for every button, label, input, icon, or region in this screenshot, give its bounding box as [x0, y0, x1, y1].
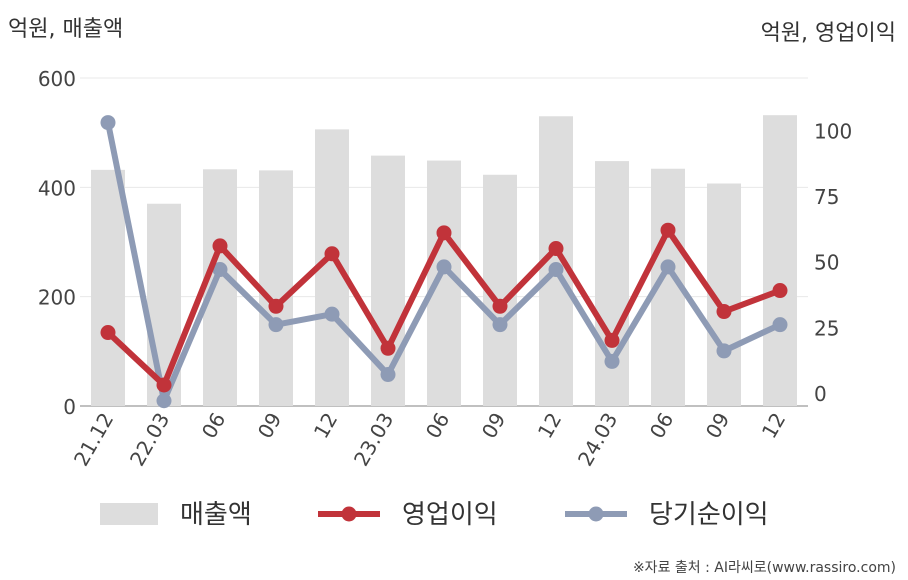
x-tick-label: 09: [477, 409, 511, 443]
net-income-point: [716, 343, 732, 359]
line-series: [100, 115, 788, 409]
right-tick-label: 75: [814, 185, 839, 209]
x-tick-label: 23.03: [349, 409, 398, 471]
x-tick-label: 21.12: [69, 409, 118, 471]
left-tick-labels: 0 200 400 600: [38, 67, 76, 419]
operating-profit-point: [268, 298, 284, 314]
legend-marker-operating-profit: [341, 506, 357, 522]
left-tick-label: 600: [38, 67, 76, 91]
x-tick-label: 06: [421, 409, 455, 443]
x-tick-label: 06: [197, 409, 231, 443]
right-tick-label: 100: [814, 119, 852, 143]
net-income-point: [492, 317, 508, 333]
right-axis-title: 억원, 영업이익: [761, 21, 896, 46]
bar-series: [91, 115, 797, 407]
legend-label-revenue: 매출액: [180, 500, 252, 530]
operating-profit-point: [156, 377, 172, 393]
net-income-point: [548, 262, 564, 278]
revenue-bar: [259, 170, 293, 406]
net-income-point: [156, 393, 172, 409]
legend: 매출액 영업이익 당기순이익: [100, 500, 769, 530]
left-tick-label: 400: [38, 176, 76, 200]
left-tick-label: 0: [63, 395, 76, 419]
x-tick-label: 12: [757, 409, 791, 443]
x-tick-label: 09: [701, 409, 735, 443]
net-income-point: [212, 262, 228, 278]
operating-profit-point: [380, 340, 396, 356]
operating-profit-point: [548, 241, 564, 257]
revenue-bar: [203, 169, 237, 406]
right-tick-label: 50: [814, 251, 839, 275]
net-income-point: [604, 353, 620, 369]
legend-swatch-revenue: [100, 503, 158, 525]
legend-marker-net-income: [588, 506, 604, 522]
net-income-point: [772, 317, 788, 333]
left-tick-label: 200: [38, 286, 76, 310]
legend-label-net-income: 당기순이익: [649, 500, 769, 530]
operating-profit-point: [772, 283, 788, 299]
net-income-point: [324, 306, 340, 322]
revenue-bar: [763, 115, 797, 406]
right-tick-label: 0: [814, 382, 827, 406]
operating-profit-point: [100, 325, 116, 341]
net-income-point: [660, 259, 676, 275]
operating-profit-point: [324, 246, 340, 262]
x-tick-label: 22.03: [125, 409, 174, 471]
revenue-bar: [91, 169, 125, 406]
right-tick-label: 25: [814, 316, 839, 340]
net-income-point: [380, 367, 396, 383]
right-tick-labels: 0 25 50 75 100: [814, 119, 852, 405]
operating-profit-point: [716, 304, 732, 320]
operating-profit-point: [436, 225, 452, 241]
operating-profit-point: [212, 238, 228, 254]
net-income-point: [100, 115, 116, 131]
operating-profit-point: [492, 298, 508, 314]
revenue-bar: [595, 161, 629, 406]
x-tick-label: 12: [533, 409, 567, 443]
legend-label-operating-profit: 영업이익: [402, 500, 498, 530]
net-income-point: [436, 259, 452, 275]
x-tick-label: 12: [309, 409, 343, 443]
x-tick-labels: 21.12 22.03 06 09 12 23.03 06 09 12 24.03 06 09 12: [69, 409, 790, 471]
operating-profit-point: [604, 332, 620, 348]
x-tick-label: 06: [645, 409, 679, 443]
operating-profit-point: [660, 222, 676, 238]
x-tick-label: 24.03: [573, 409, 622, 471]
left-axis-title: 억원, 매출액: [8, 17, 123, 42]
net-income-point: [268, 317, 284, 333]
source-note: ※자료 출처 : AI라씨로(www.rassiro.com): [633, 560, 896, 576]
x-tick-label: 09: [253, 409, 287, 443]
